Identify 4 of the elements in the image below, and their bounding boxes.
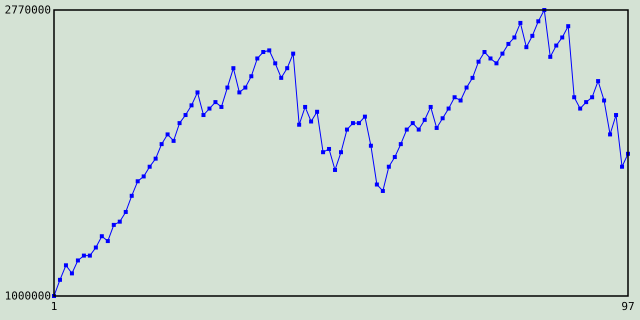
y-tick-label: 1000000 — [4, 290, 51, 302]
x-tick-label: 1 — [50, 300, 58, 313]
y-tick-label: 2770000 — [4, 4, 51, 16]
x-tick-label: 97 — [621, 300, 635, 313]
